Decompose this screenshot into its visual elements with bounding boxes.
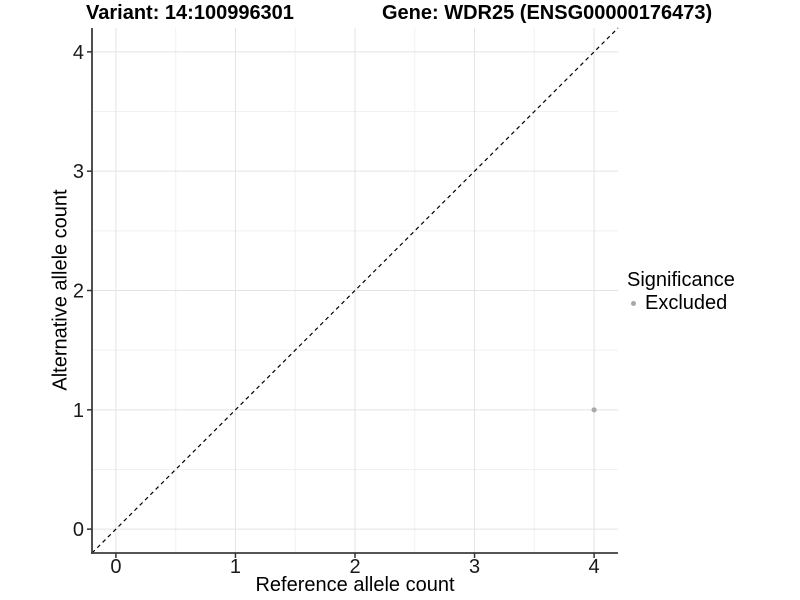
y-tick-label: 2 <box>73 281 84 303</box>
gene-title: Gene: WDR25 (ENSG00000176473) <box>382 2 713 24</box>
legend: Significance Excluded <box>627 268 735 315</box>
legend-title: Significance <box>627 269 735 291</box>
legend-entry-excluded: Excluded <box>627 292 735 315</box>
variant-title: Variant: 14:100996301 <box>86 2 294 24</box>
x-tick-label: 3 <box>469 556 480 578</box>
x-axis-title: Reference allele count <box>255 574 455 596</box>
x-tick-label: 0 <box>110 556 121 578</box>
y-tick-label: 3 <box>73 161 84 183</box>
y-axis-title: Alternative allele count <box>49 189 72 391</box>
x-tick-label: 2 <box>349 556 360 578</box>
data-point <box>591 407 597 413</box>
x-tick-label: 4 <box>589 556 600 578</box>
y-tick-label: 1 <box>73 400 84 422</box>
identity-line <box>91 27 619 554</box>
x-tick-label: 1 <box>230 556 241 578</box>
y-tick-label: 0 <box>73 519 84 541</box>
y-tick-label: 4 <box>73 42 84 64</box>
legend-entry-label: Excluded <box>645 292 728 314</box>
excluded-dot-icon <box>631 301 636 306</box>
